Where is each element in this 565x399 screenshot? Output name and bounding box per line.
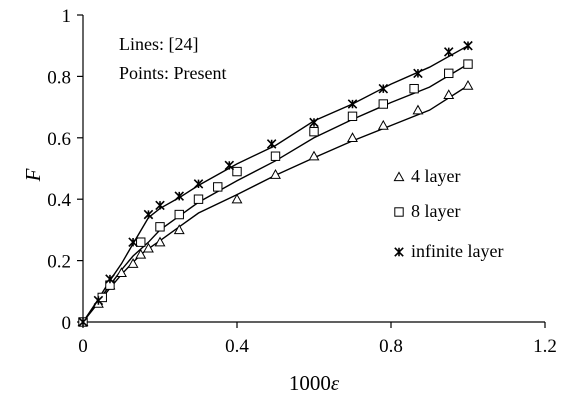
- data-point-series-0: [462, 79, 474, 90]
- legend-marker-2: [394, 247, 404, 257]
- data-point-series-1: [463, 59, 473, 69]
- data-point-series-1: [309, 126, 319, 137]
- data-point-series-1: [213, 182, 223, 192]
- data-point-series-0: [308, 150, 320, 161]
- legend-marker-0: [393, 171, 405, 182]
- data-point-series-2: [224, 160, 235, 171]
- legend-label-0: 4 layer: [411, 166, 460, 186]
- data-point-series-2: [347, 99, 358, 109]
- xlabel-symbol: ε: [331, 371, 340, 395]
- data-point-series-0: [270, 169, 281, 179]
- data-point-series-0: [377, 119, 389, 130]
- series-line-1: [82, 63, 469, 323]
- x-tick-label: 0.4: [225, 336, 249, 357]
- data-point-series-0: [127, 258, 139, 268]
- x-tick-label: 0.8: [379, 336, 403, 357]
- data-point-series-2: [193, 179, 204, 189]
- data-point-series-2: [155, 200, 165, 211]
- data-point-series-0: [347, 132, 358, 142]
- data-point-series-1: [193, 194, 204, 204]
- data-point-series-1: [136, 237, 146, 247]
- data-point-series-1: [378, 99, 389, 109]
- data-point-series-1: [155, 222, 165, 232]
- data-point-series-0: [173, 224, 185, 235]
- legend-label-1: 8 layer: [411, 201, 460, 221]
- data-point-series-1: [174, 209, 184, 220]
- data-point-series-2: [105, 274, 115, 284]
- data-point-series-2: [443, 47, 454, 57]
- data-point-series-1: [270, 151, 281, 161]
- data-point-series-0: [231, 193, 243, 204]
- data-point-series-0: [443, 89, 455, 99]
- data-point-series-2: [266, 139, 277, 149]
- data-point-series-2: [378, 83, 389, 94]
- series-points: [77, 40, 474, 327]
- data-point-series-1: [409, 83, 419, 94]
- y-tick-label: 0.8: [47, 67, 71, 88]
- data-point-series-0: [143, 242, 154, 253]
- data-point-series-0: [135, 248, 147, 259]
- data-point-series-2: [93, 295, 104, 306]
- ticks: 0 0.4 0.8 1.2 0 0.2 0.4 0.6 0.8 1: [47, 6, 557, 357]
- y-tick-label: 0.4: [47, 190, 71, 211]
- y-tick-label: 0.6: [47, 129, 71, 150]
- data-point-series-2: [128, 237, 138, 247]
- legend-label-2: infinite layer: [411, 241, 503, 261]
- x-tick-label: 1.2: [533, 336, 557, 357]
- annotation-points: Points: Present: [119, 63, 227, 83]
- annotation-lines: Lines: [24]: [119, 34, 198, 54]
- ylabel: F: [21, 168, 45, 182]
- xlabel-prefix: 1000: [289, 371, 331, 395]
- xlabel: 1000ε: [289, 371, 340, 395]
- y-tick-label: 0: [62, 313, 72, 334]
- series-line-2: [82, 45, 469, 323]
- data-point-series-1: [444, 68, 454, 79]
- legend-marker-1: [394, 207, 404, 217]
- axes: [82, 15, 545, 323]
- data-point-series-2: [413, 68, 423, 79]
- data-point-series-2: [174, 191, 185, 201]
- legend: 4 layer 8 layer infinite layer: [393, 166, 503, 261]
- data-point-series-1: [347, 111, 358, 122]
- data-point-series-0: [116, 267, 127, 278]
- data-point-series-0: [412, 104, 424, 115]
- y-tick-label: 1: [62, 6, 72, 27]
- data-point-series-0: [154, 236, 166, 247]
- data-point-series-2: [143, 209, 154, 220]
- data-point-series-2: [78, 317, 88, 327]
- x-tick-label: 0: [78, 336, 88, 357]
- data-point-series-2: [463, 40, 473, 51]
- data-point-series-2: [309, 117, 319, 128]
- series-lines: [82, 45, 469, 323]
- y-tick-label: 0.2: [47, 252, 71, 273]
- series-line-0: [82, 85, 469, 323]
- data-point-series-1: [232, 166, 242, 177]
